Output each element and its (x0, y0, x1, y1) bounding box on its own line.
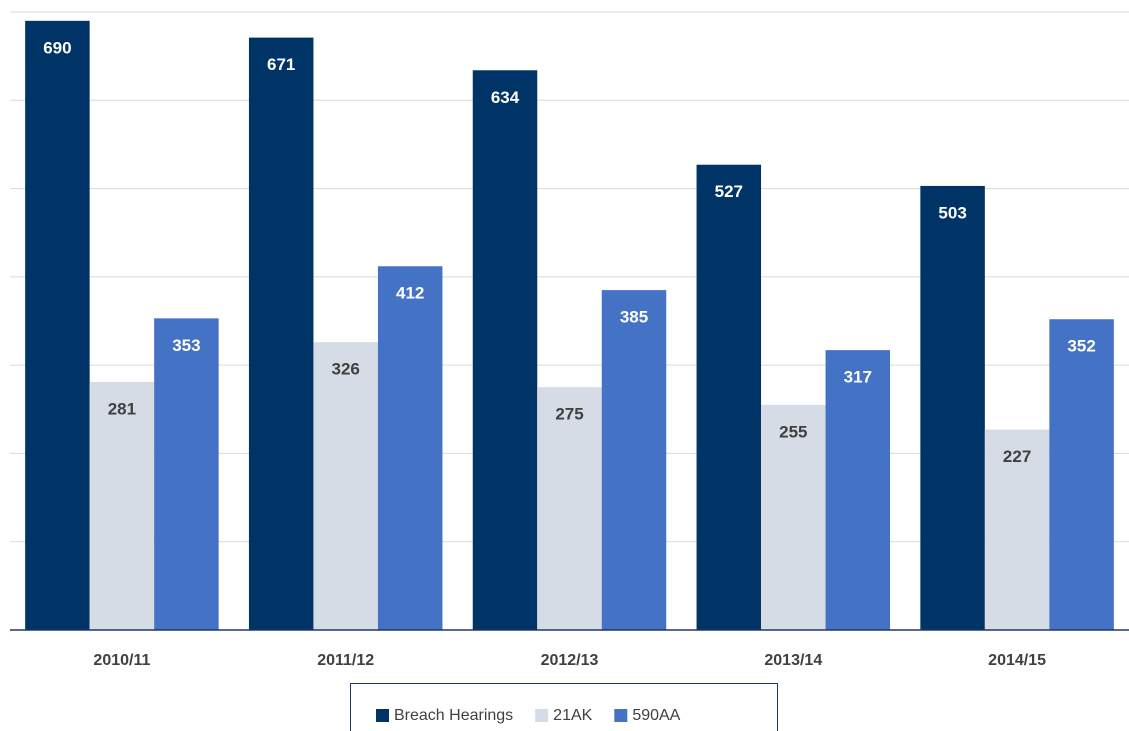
bar (154, 318, 219, 630)
bar (984, 429, 1050, 630)
bar (25, 20, 90, 631)
legend: Breach Hearings 21AK 590AA (350, 683, 778, 731)
bar (761, 404, 826, 630)
x-tick-label: 2013/14 (764, 652, 822, 669)
data-label: 227 (1003, 447, 1031, 466)
data-label: 326 (332, 360, 360, 379)
legend-label: 590AA (632, 707, 680, 724)
bar (920, 185, 985, 630)
bar (601, 290, 667, 630)
legend-swatch (535, 709, 549, 722)
bar (1049, 319, 1114, 630)
x-tick-label: 2010/11 (93, 652, 150, 669)
legend-swatch (614, 709, 628, 722)
data-label: 255 (779, 422, 807, 441)
data-label: 385 (620, 308, 648, 327)
x-tick-label: 2014/15 (988, 652, 1046, 669)
data-label: 412 (396, 284, 424, 303)
bar (313, 342, 378, 630)
bar (537, 387, 602, 630)
legend-box (350, 683, 778, 731)
data-label: 353 (172, 336, 200, 355)
bar (825, 350, 891, 630)
data-label: 690 (43, 38, 71, 57)
x-tick-label: 2012/13 (541, 652, 599, 669)
data-label: 671 (267, 55, 295, 74)
data-label: 275 (555, 405, 583, 424)
data-label: 503 (938, 203, 966, 222)
bar (248, 37, 314, 631)
x-tick-label: 2011/12 (317, 652, 374, 669)
bar (377, 266, 443, 630)
legend-label: 21AK (553, 707, 592, 724)
data-label: 317 (844, 368, 872, 387)
data-label: 634 (491, 88, 520, 107)
legend-label: Breach Hearings (394, 707, 513, 724)
bar (89, 381, 155, 630)
legend-swatch (376, 709, 389, 722)
bar (696, 164, 762, 630)
data-label: 281 (108, 399, 136, 418)
bar (472, 70, 538, 631)
data-label: 527 (715, 182, 743, 201)
data-label: 352 (1067, 337, 1095, 356)
